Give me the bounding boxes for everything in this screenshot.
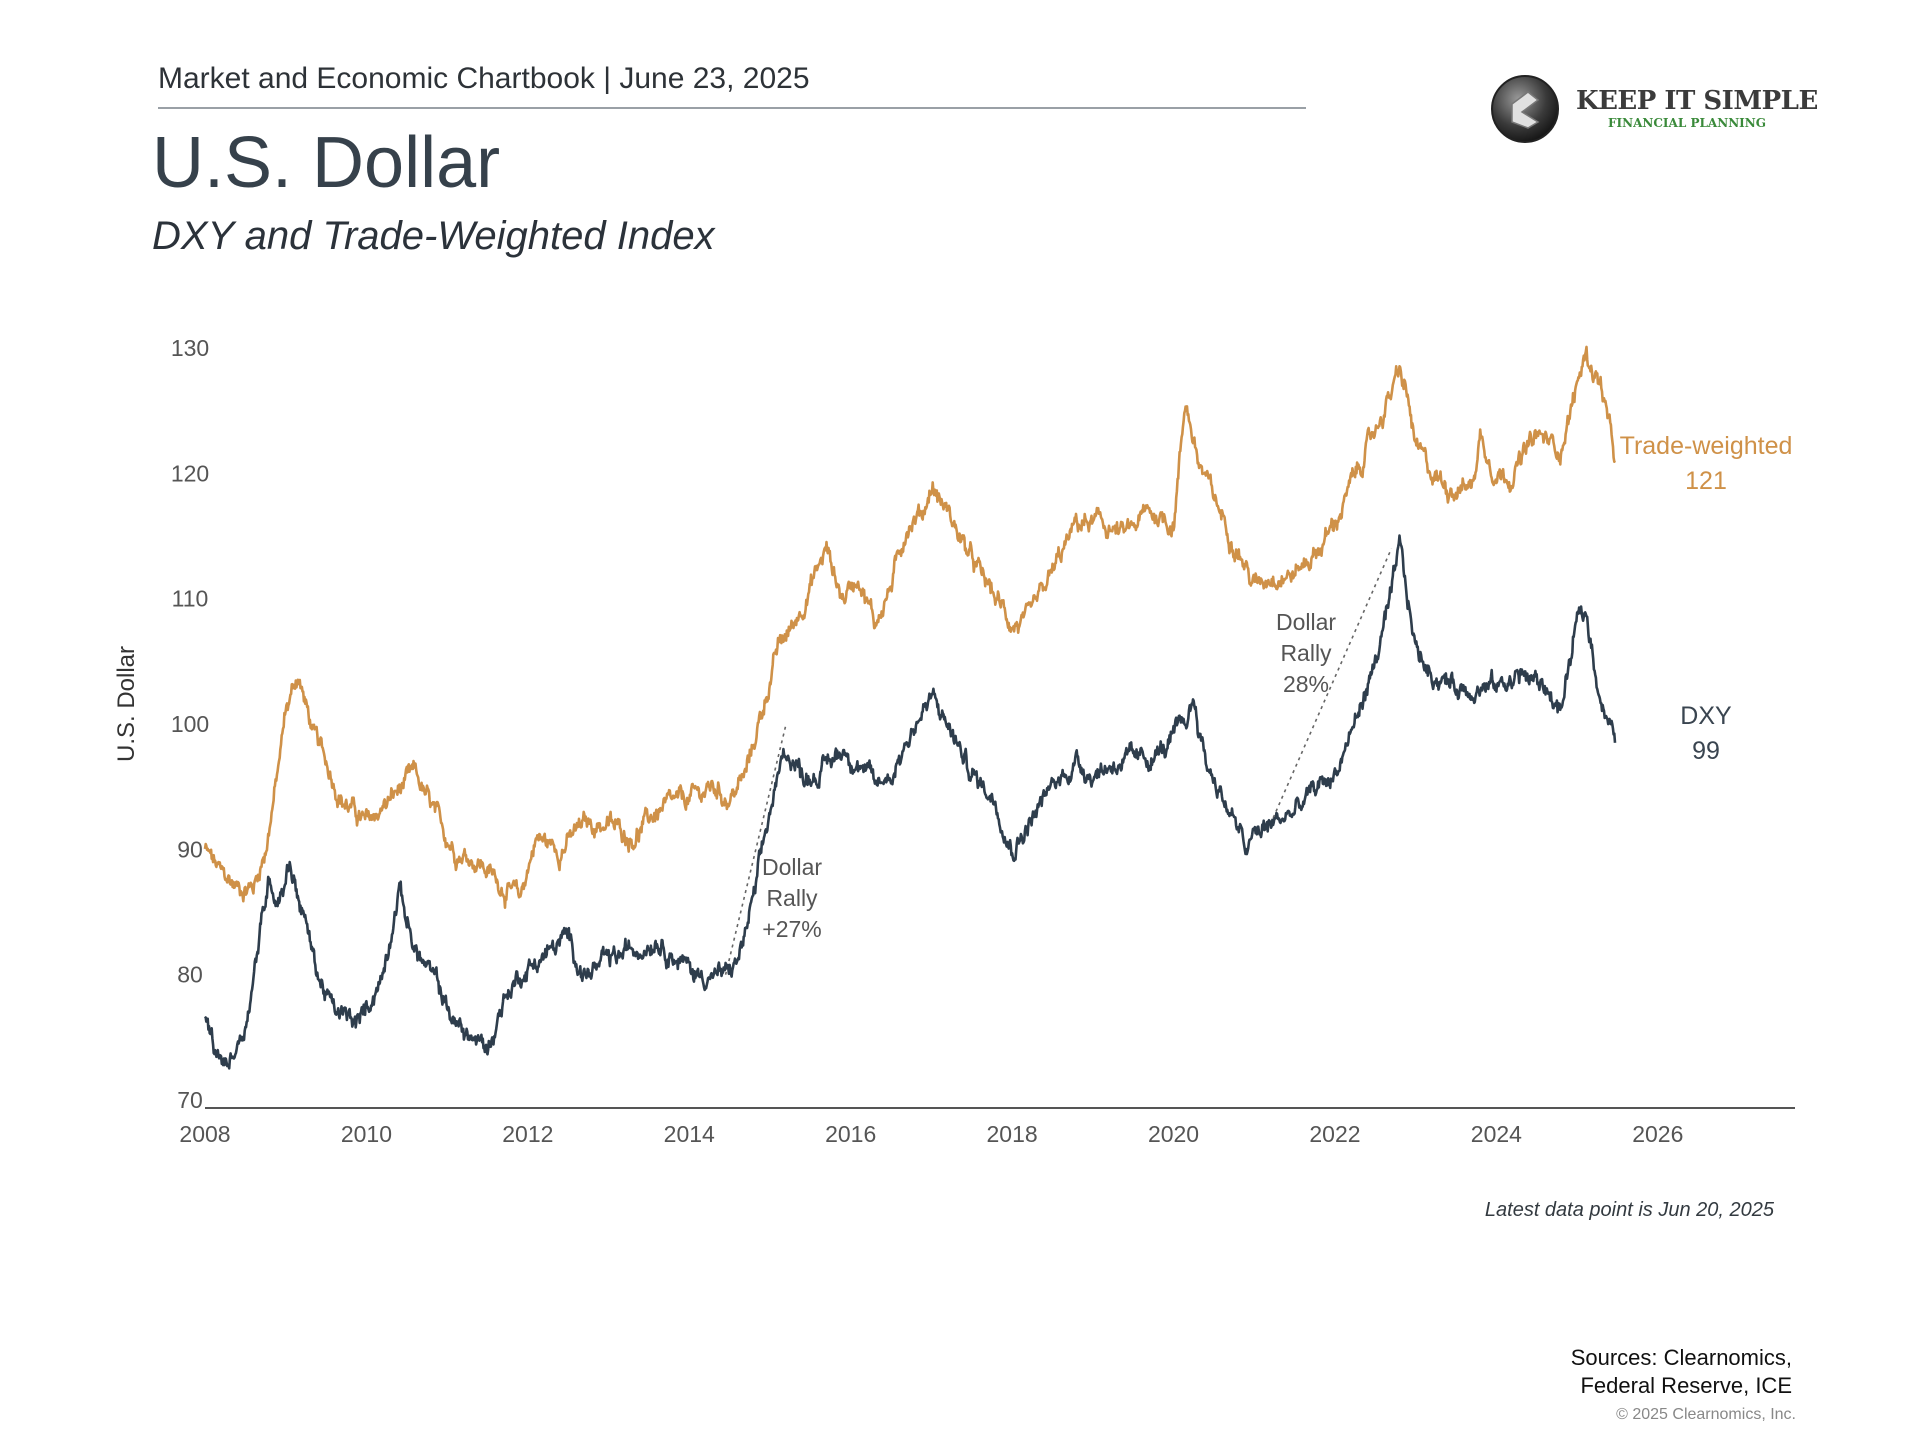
rally-annotation-text: Rally bbox=[1280, 640, 1332, 666]
latest-data-note: Latest data point is Jun 20, 2025 bbox=[1484, 1199, 1774, 1221]
sources: Sources: Clearnomics, Federal Reserve, I… bbox=[1571, 1344, 1792, 1400]
y-tick-label: 120 bbox=[171, 460, 209, 486]
copyright: © 2025 Clearnomics, Inc. bbox=[1616, 1406, 1796, 1423]
trade-weighted-label: Trade-weighted bbox=[1620, 432, 1793, 460]
y-tick-label: 110 bbox=[172, 586, 209, 612]
rally-annotation-text: Dollar bbox=[1276, 609, 1336, 635]
page-title: U.S. Dollar bbox=[152, 123, 501, 203]
page-subtitle: DXY and Trade-Weighted Index bbox=[152, 214, 715, 258]
x-tick-label: 2024 bbox=[1471, 1121, 1522, 1147]
rally-dotted-line bbox=[1269, 548, 1393, 825]
rally-annotation-text: 28% bbox=[1283, 671, 1329, 697]
rally-dotted-line bbox=[724, 723, 787, 975]
x-tick-label: 2014 bbox=[664, 1121, 715, 1147]
x-tick-label: 2026 bbox=[1632, 1121, 1683, 1147]
rally-annotation-text: +27% bbox=[762, 916, 821, 942]
logo-tagline: FINANCIAL PLANNING bbox=[1608, 116, 1767, 130]
y-tick-label: 100 bbox=[171, 711, 209, 737]
y-tick-label: 90 bbox=[177, 836, 203, 862]
x-tick-label: 2012 bbox=[502, 1121, 553, 1147]
x-tick-label: 2008 bbox=[179, 1121, 230, 1147]
sources-line-1: Sources: Clearnomics, bbox=[1570, 1345, 1792, 1370]
dxy-label: DXY bbox=[1680, 702, 1732, 730]
trade-weighted-value: 121 bbox=[1685, 467, 1727, 495]
x-tick-label: 2020 bbox=[1148, 1121, 1199, 1147]
trade-weighted-line bbox=[203, 345, 1617, 909]
y-axis-label: U.S. Dollar bbox=[113, 646, 140, 762]
sources-line-2: Federal Reserve, ICE bbox=[1580, 1373, 1792, 1398]
y-tick-label: 80 bbox=[177, 962, 203, 988]
y-tick-label: 70 bbox=[177, 1087, 203, 1113]
company-logo: KEEP IT SIMPLE FINANCIAL PLANNING bbox=[1490, 74, 1818, 144]
rally-annotation-text: Dollar bbox=[762, 854, 822, 880]
x-tick-label: 2018 bbox=[987, 1121, 1038, 1147]
x-tick-label: 2022 bbox=[1309, 1121, 1360, 1147]
logo-name: KEEP IT SIMPLE bbox=[1576, 86, 1818, 116]
dxy-value: 99 bbox=[1692, 737, 1720, 765]
x-tick-label: 2010 bbox=[341, 1121, 392, 1147]
rally-annotation-text: Rally bbox=[766, 885, 818, 911]
dxy-line bbox=[203, 534, 1617, 1070]
y-tick-label: 130 bbox=[171, 335, 209, 361]
x-tick-label: 2016 bbox=[825, 1121, 876, 1147]
keep-it-simple-logo-icon bbox=[1491, 75, 1559, 143]
chartbook-header: Market and Economic Chartbook | June 23,… bbox=[158, 62, 810, 95]
header-divider bbox=[158, 107, 1306, 109]
